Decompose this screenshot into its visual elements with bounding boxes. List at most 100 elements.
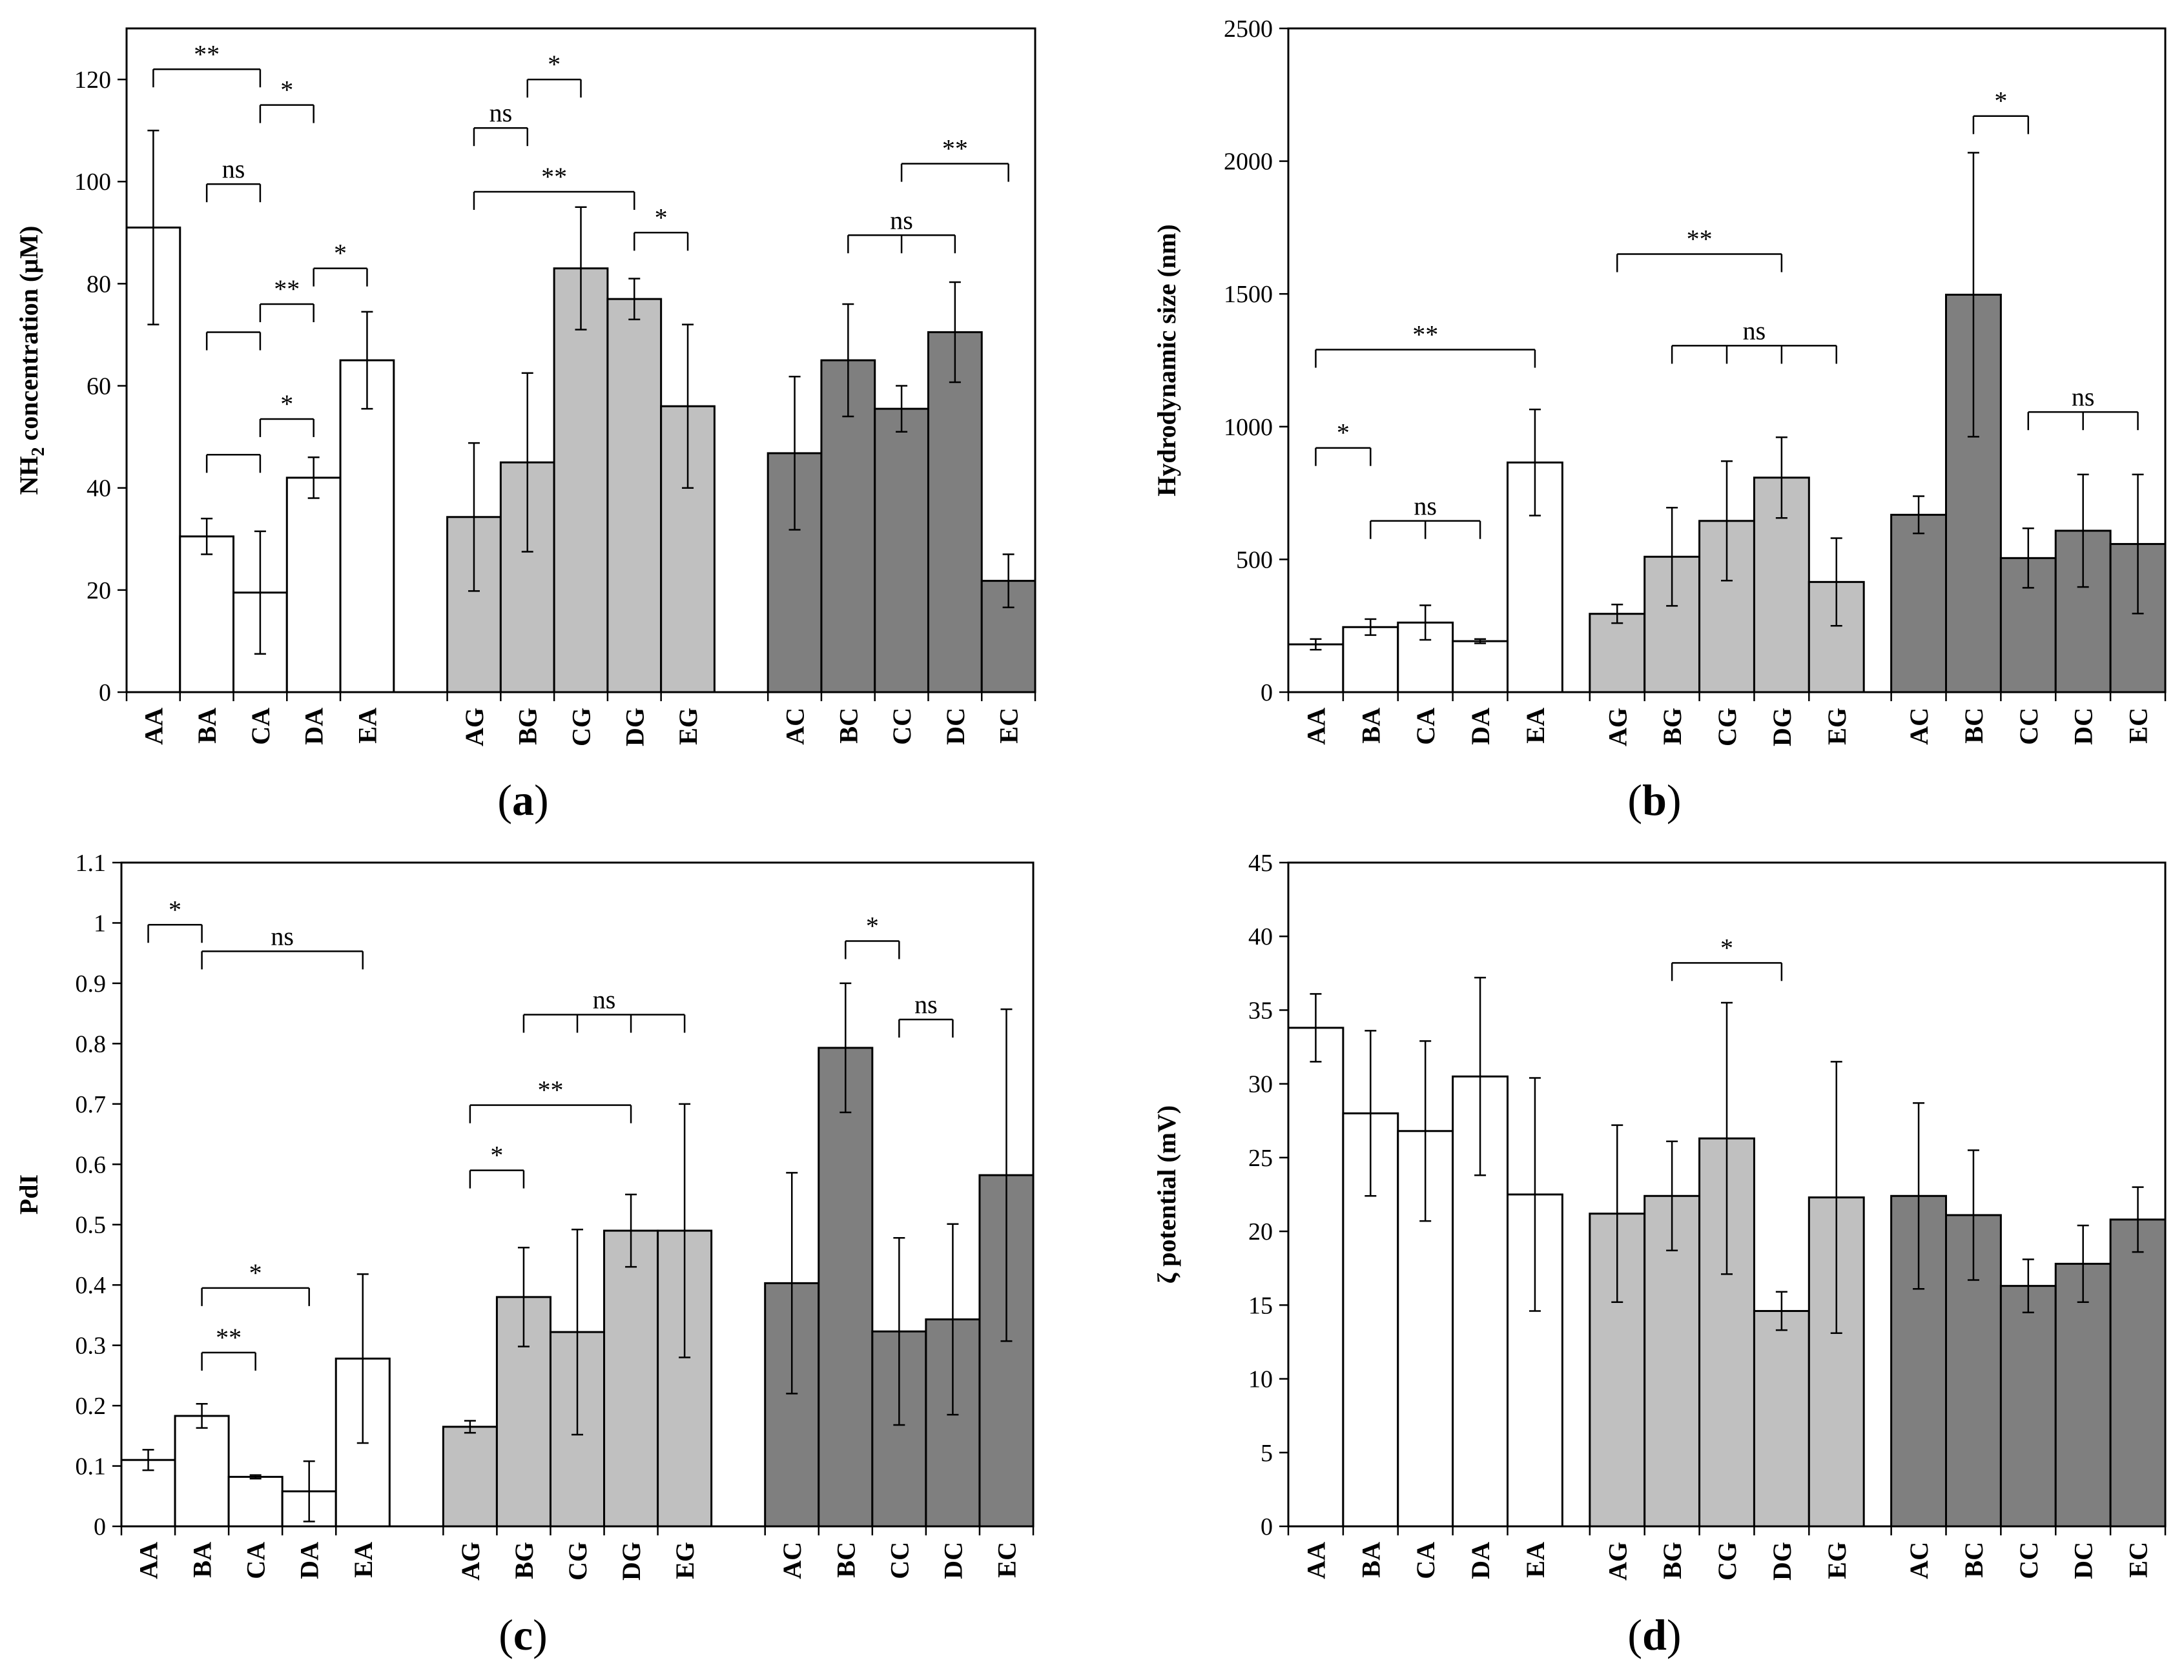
plot-frame	[1287, 861, 2167, 1528]
error-bar-CC	[893, 1237, 905, 1426]
y-tick-label: 0.7	[76, 1091, 107, 1118]
panel-label-open: (	[1627, 1610, 1642, 1659]
panel-label-close: )	[534, 775, 549, 825]
y-tick-label: 5	[1261, 1440, 1273, 1467]
x-tick-label-CA: CA	[242, 1542, 271, 1579]
bar-AA	[1287, 1027, 1344, 1528]
x-tick-label-EG: EG	[1822, 708, 1851, 745]
error-bar-CG	[572, 1228, 583, 1436]
significance-label: **	[194, 39, 220, 68]
x-tick-label-AG: AG	[1603, 708, 1632, 746]
significance-bracket	[205, 454, 262, 473]
error-bar-AA	[1310, 638, 1322, 651]
significance-label: *	[655, 203, 668, 232]
error-bar-EC	[2132, 1186, 2144, 1253]
error-bar-DG	[1775, 1291, 1787, 1331]
x-tick-label-DG: DG	[620, 708, 649, 746]
significance-label: *	[249, 1258, 262, 1287]
significance-label: **	[541, 162, 567, 191]
significance-bracket	[205, 183, 262, 203]
panel-label-letter: d	[1642, 1610, 1667, 1659]
bar-EA	[339, 359, 395, 693]
y-tick-label: 100	[74, 169, 111, 196]
x-tick-label-AG: AG	[1603, 1542, 1632, 1581]
x-tick-label-BC: BC	[834, 708, 863, 744]
error-bar-AG	[1611, 604, 1623, 624]
y-tick-label: 0.2	[76, 1393, 107, 1420]
y-tick-label: 0.5	[76, 1212, 107, 1239]
bar-EC	[978, 1174, 1035, 1528]
bar-DA	[1452, 640, 1509, 693]
x-tick-label-BC: BC	[1959, 1542, 1988, 1578]
x-tick-label-BA: BA	[1356, 708, 1385, 744]
x-tick-label-DA: DA	[1466, 1542, 1495, 1579]
error-bar-EC	[2132, 473, 2144, 615]
y-tick-label: 40	[1248, 923, 1273, 950]
bar-EC	[2109, 1218, 2167, 1528]
y-tick-label: 25	[1248, 1145, 1273, 1172]
error-bar-EC	[1002, 553, 1015, 608]
significance-label: *	[280, 389, 293, 418]
significance-bracket	[1315, 447, 1372, 466]
y-tick-label: 120	[74, 67, 111, 94]
y-tick-label: 35	[1248, 997, 1273, 1024]
y-tick-label: 1500	[1224, 281, 1273, 308]
x-tick-label-EA: EA	[1521, 1542, 1550, 1578]
error-bar-BC	[840, 982, 852, 1114]
panel-label-letter: a	[512, 775, 534, 825]
significance-bracket	[1616, 253, 1783, 272]
significance-label: **	[1687, 225, 1713, 254]
y-tick-label: 0.4	[76, 1272, 107, 1299]
error-bar-CG	[1721, 1001, 1733, 1275]
significance-bracket	[898, 1018, 954, 1038]
significance-label: ns	[593, 985, 616, 1014]
y-axis-label: PdI	[14, 1174, 43, 1214]
significance-bracket	[473, 127, 528, 147]
plot-frame	[125, 27, 1036, 693]
x-tick-label-AA: AA	[139, 708, 168, 745]
error-bar-BC	[842, 303, 854, 418]
error-bar-AC	[788, 376, 801, 531]
error-bar-AC	[786, 1172, 798, 1395]
significance-bracket	[522, 1014, 686, 1033]
error-bar-BA	[1365, 1030, 1377, 1197]
error-bar-DA	[307, 456, 320, 499]
x-tick-label-DG: DG	[1767, 708, 1797, 746]
y-tick-label: 0	[1261, 1513, 1273, 1541]
significance-bracket	[201, 950, 364, 970]
x-tick-label-EC: EC	[2124, 708, 2153, 744]
error-bar-EG	[1830, 1061, 1842, 1334]
x-tick-label-DG: DG	[1767, 1542, 1797, 1581]
y-tick-label: 20	[1248, 1218, 1273, 1245]
significance-bracket	[469, 1104, 632, 1123]
y-axis-label-main: NH	[14, 456, 43, 495]
chart-panel-4: 0 5 10 15 20 25 30 35 40 45 AA BA CA DA EA AG BG CG DG EG AC…	[1152, 850, 2167, 1659]
significance-label: *	[548, 50, 561, 79]
significance-bracket	[205, 331, 262, 351]
x-tick-label-CG: CG	[1713, 1542, 1742, 1581]
significance-bracket	[1671, 345, 1837, 364]
panel-label-letter: b	[1642, 775, 1667, 825]
significance-label: ns	[1743, 316, 1766, 345]
error-bar-BG	[517, 1246, 530, 1347]
x-tick-label-AC: AC	[781, 708, 810, 745]
significance-bracket	[1671, 962, 1783, 981]
plot-frame	[1287, 27, 2167, 693]
error-bar-AA	[147, 129, 160, 325]
x-tick-label-EG: EG	[1822, 1542, 1851, 1579]
error-bar-BC	[1967, 152, 1979, 438]
significance-label: ns	[271, 921, 294, 950]
x-tick-label-AC: AC	[1904, 1542, 1933, 1579]
significance-bracket	[1315, 349, 1536, 368]
x-tick-label-CG: CG	[563, 1542, 592, 1581]
x-tick-label-BA: BA	[1356, 1542, 1385, 1578]
x-tick-label-BG: BG	[510, 1542, 539, 1579]
y-axis-label-rest: concentration (µM)	[14, 226, 43, 447]
error-bar-CC	[2022, 1258, 2034, 1314]
error-bar-DA	[303, 1460, 315, 1522]
y-tick-label: 30	[1248, 1071, 1273, 1098]
error-bar-CG	[575, 206, 587, 331]
panel-label-letter: c	[513, 1610, 533, 1659]
significance-bracket	[845, 940, 900, 959]
